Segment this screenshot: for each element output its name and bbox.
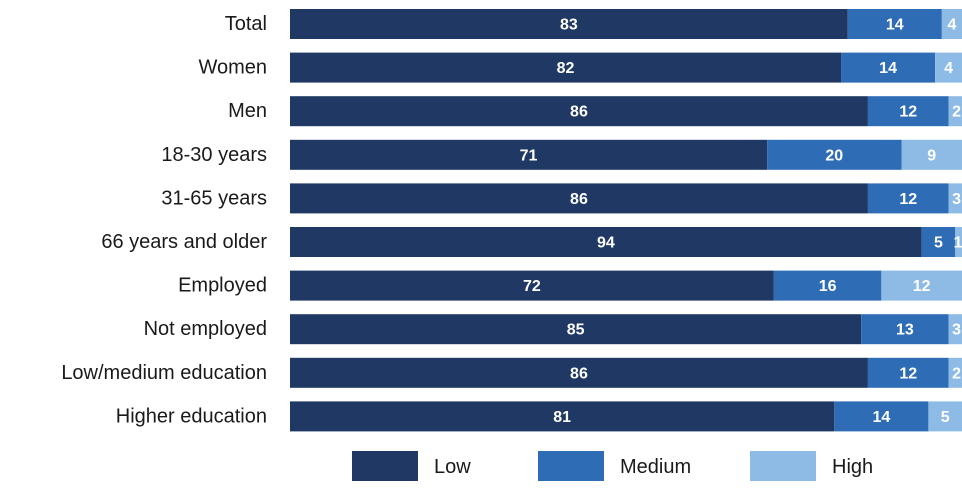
- bar-high-higher-education: [928, 401, 962, 432]
- bar-low-low-medium-education: [290, 357, 868, 388]
- bar-high-men: [948, 96, 962, 127]
- value-label-high-not-employed: 3: [952, 322, 961, 339]
- category-labels: Total Women Men 18-30 years 31-65 years 66 ye…: [61, 13, 267, 427]
- bar-medium-employed: [773, 270, 882, 301]
- category-label-employed: Employed: [178, 275, 267, 297]
- bar-medium-18-30-years: [767, 139, 902, 170]
- category-label-low-medium-education: Low/medium education: [61, 362, 267, 384]
- bar-medium-31-65-years: [867, 183, 949, 214]
- category-label-total: Total: [225, 13, 267, 35]
- bar-medium-low-medium-education: [867, 357, 949, 388]
- bar-low-men: [290, 96, 868, 127]
- legend-swatch-high: [750, 451, 816, 481]
- value-label-medium-31-65-years: 12: [899, 191, 917, 208]
- category-label-women: Women: [198, 57, 267, 79]
- value-label-medium-men: 12: [899, 104, 917, 121]
- value-label-medium-employed: 16: [819, 278, 837, 295]
- value-label-high-total: 4: [947, 17, 956, 34]
- value-label-medium-higher-education: 14: [872, 409, 890, 426]
- bar-high-total: [941, 9, 962, 39]
- value-label-medium-18-30-years: 20: [825, 147, 843, 164]
- value-label-low-men: 86: [570, 104, 588, 121]
- value-label-low-total: 83: [560, 17, 578, 34]
- value-label-high-66-years-and-older: 1: [954, 235, 962, 252]
- value-label-low-low-medium-education: 86: [570, 365, 588, 382]
- bar-low-total: [290, 9, 848, 39]
- value-label-medium-not-employed: 13: [896, 322, 914, 339]
- category-label-31-65-years: 31-65 years: [161, 187, 267, 209]
- bar-medium-not-employed: [861, 314, 949, 345]
- value-label-high-women: 4: [944, 60, 953, 77]
- value-label-medium-low-medium-education: 12: [899, 365, 917, 382]
- value-label-low-not-employed: 85: [567, 322, 585, 339]
- bar-low-higher-education: [290, 401, 835, 432]
- bar-medium-higher-education: [834, 401, 929, 432]
- value-label-medium-women: 14: [879, 60, 897, 77]
- bar-low-31-65-years: [290, 183, 868, 214]
- category-label-higher-education: Higher education: [116, 405, 267, 427]
- legend: Low Medium High: [352, 451, 873, 481]
- value-label-medium-total: 14: [886, 17, 904, 34]
- value-label-high-18-30-years: 9: [927, 147, 936, 164]
- bar-low-employed: [290, 270, 774, 301]
- bar-low-not-employed: [290, 314, 862, 345]
- value-label-high-31-65-years: 3: [952, 191, 961, 208]
- bar-medium-men: [867, 96, 949, 127]
- legend-label-low: Low: [434, 456, 471, 478]
- legend-label-medium: Medium: [620, 456, 691, 478]
- bar-high-not-employed: [948, 314, 962, 345]
- bar-high-employed: [881, 270, 962, 301]
- bar-high-18-30-years: [901, 139, 962, 170]
- category-label-not-employed: Not employed: [144, 318, 267, 340]
- bar-medium-66-years-and-older: [921, 227, 956, 257]
- bar-high-women: [935, 52, 962, 83]
- bar-high-low-medium-education: [948, 357, 962, 388]
- bar-medium-women: [841, 52, 936, 83]
- legend-label-high: High: [832, 456, 873, 478]
- value-label-low-higher-education: 81: [553, 409, 571, 426]
- category-label-18-30-years: 18-30 years: [161, 144, 267, 166]
- bar-medium-total: [847, 9, 942, 39]
- value-label-low-31-65-years: 86: [570, 191, 588, 208]
- value-label-high-higher-education: 5: [941, 409, 950, 426]
- bar-high-31-65-years: [948, 183, 962, 214]
- value-label-low-women: 82: [557, 60, 575, 77]
- value-label-low-employed: 72: [523, 278, 541, 295]
- value-label-medium-66-years-and-older: 5: [934, 235, 943, 252]
- value-label-high-low-medium-education: 2: [952, 365, 961, 382]
- value-label-high-employed: 12: [913, 278, 931, 295]
- bar-high-66-years-and-older: [955, 227, 962, 257]
- legend-swatch-medium: [538, 451, 604, 481]
- value-label-low-18-30-years: 71: [520, 147, 538, 164]
- bar-low-18-30-years: [290, 139, 768, 170]
- category-label-66-years-and-older: 66 years and older: [101, 231, 267, 253]
- value-label-low-66-years-and-older: 94: [597, 235, 615, 252]
- bar-low-66-years-and-older: [290, 227, 922, 257]
- value-label-high-men: 2: [952, 104, 961, 121]
- legend-swatch-low: [352, 451, 418, 481]
- category-label-men: Men: [228, 100, 267, 122]
- bar-low-women: [290, 52, 842, 83]
